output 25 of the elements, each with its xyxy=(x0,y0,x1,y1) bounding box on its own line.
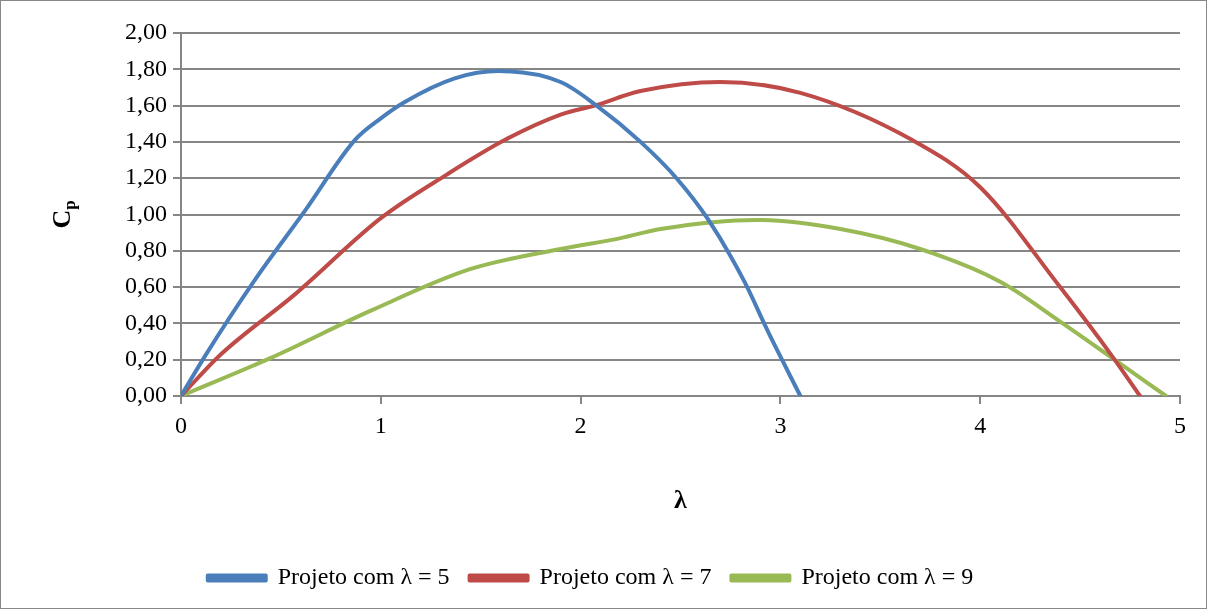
legend-label: Projeto com λ = 7 xyxy=(539,563,712,590)
x-axis-title: λ xyxy=(674,484,688,514)
y-tick-label: 1,40 xyxy=(125,127,167,154)
y-tick-label: 1,60 xyxy=(125,90,167,117)
x-tick-label: 2 xyxy=(574,411,587,438)
y-tick-label: 1,00 xyxy=(125,199,167,226)
y-tick-label: 0,00 xyxy=(125,381,167,408)
legend-label: Projeto com λ = 9 xyxy=(801,563,974,590)
y-tick-label: 0,20 xyxy=(125,345,167,371)
y-tick-label: 1,80 xyxy=(125,54,167,81)
x-tick-label: 4 xyxy=(974,411,987,438)
y-tick-label: 0,60 xyxy=(125,272,167,299)
y-tick-label: 0,40 xyxy=(125,308,167,335)
line-series xyxy=(181,69,803,396)
x-tick-label: 3 xyxy=(774,411,787,438)
y-tick-label: 1,20 xyxy=(125,163,167,190)
y-axis-title: Cp xyxy=(46,200,80,229)
legend-label: Projeto com λ = 5 xyxy=(277,563,450,590)
x-tick-label: 0 xyxy=(175,411,187,438)
line-series xyxy=(181,217,1169,396)
y-tick-label: 2,00 xyxy=(125,18,167,45)
y-tick-label: 0,80 xyxy=(125,236,167,263)
x-tick-label: 5 xyxy=(1174,411,1186,438)
x-tick-label: 1 xyxy=(374,411,387,438)
line-series xyxy=(181,80,1143,396)
